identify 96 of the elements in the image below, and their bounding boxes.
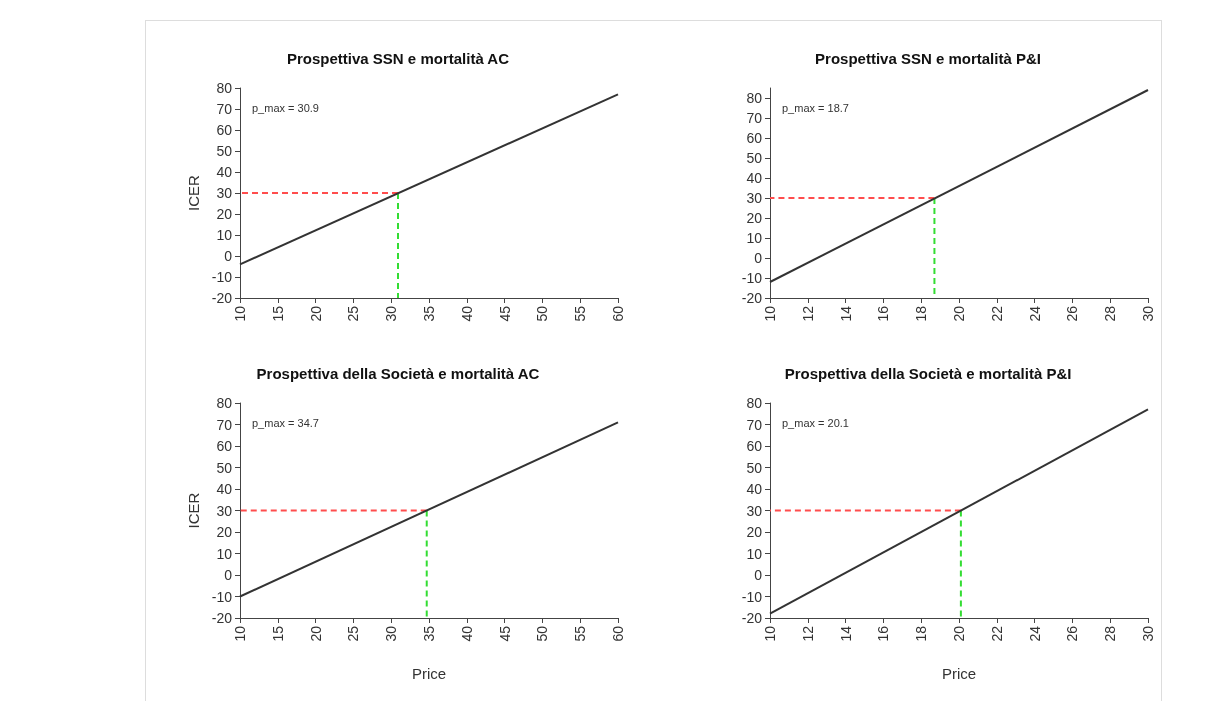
y-tick-label: 60 [216, 438, 233, 454]
y-tick-label: 30 [216, 185, 233, 201]
y-tick-label: 50 [746, 459, 763, 476]
y-tick-label: 40 [216, 164, 233, 180]
x-tick-label: 60 [610, 625, 626, 642]
x-tick-label: 20 [951, 625, 967, 642]
y-tick-label: 60 [746, 438, 763, 454]
y-tick-label: 40 [216, 481, 233, 497]
y-tick-label: 20 [746, 210, 763, 226]
y-tick-label: 30 [746, 502, 763, 519]
chart-title: Prospettiva SSN e mortalità P&I [815, 50, 1041, 67]
x-tick-label: 28 [1102, 625, 1119, 642]
y-tick-label: 50 [216, 143, 233, 159]
y-tick-label: 0 [754, 250, 763, 266]
x-tick-label: 22 [988, 625, 1005, 642]
y-tick-label: 10 [216, 227, 233, 243]
y-tick-label: -20 [211, 610, 233, 626]
x-tick-label: 12 [799, 305, 816, 322]
annotation: p_max = 18.7 [782, 101, 849, 114]
y-tick-label: 80 [216, 395, 233, 411]
annotation: p_max = 20.1 [782, 416, 849, 429]
x-tick-label: 50 [534, 305, 551, 322]
x-axis-title: Price [941, 665, 977, 682]
x-tick-label: 55 [572, 305, 589, 322]
y-axis-title: ICER [184, 174, 202, 211]
x-tick-label: 14 [837, 305, 854, 322]
x-tick-label: 30 [1140, 305, 1156, 322]
y-tick-label: -10 [211, 588, 233, 605]
x-axis-title: Price [411, 665, 447, 682]
x-tick-label: 30 [1140, 625, 1156, 642]
x-tick-label: 16 [875, 625, 892, 642]
y-tick-label: 80 [746, 395, 763, 411]
x-tick-label: 35 [421, 305, 437, 322]
x-tick-label: 55 [572, 625, 589, 642]
y-tick-label: -10 [741, 588, 763, 605]
x-tick-label: 14 [837, 625, 854, 642]
chart-title: Prospettiva della Società e mortalità AC [256, 365, 540, 382]
x-tick-label: 18 [913, 305, 930, 322]
y-tick-label: 80 [746, 90, 763, 106]
x-tick-label: 28 [1102, 305, 1119, 322]
y-tick-label: 50 [216, 459, 233, 476]
x-tick-label: 45 [496, 625, 513, 642]
x-tick-label: 20 [951, 305, 967, 322]
x-tick-label: 50 [534, 625, 551, 642]
y-tick-label: 40 [746, 481, 763, 497]
x-tick-label: 20 [307, 305, 324, 322]
x-tick-label: 15 [269, 625, 286, 642]
x-tick-label: 15 [269, 305, 286, 322]
x-tick-label: 22 [988, 305, 1005, 322]
chart-title: Prospettiva SSN e mortalità AC [286, 50, 510, 67]
y-tick-label: 50 [746, 150, 763, 166]
x-tick-label: 25 [345, 625, 362, 642]
y-tick-label: 70 [746, 110, 763, 126]
y-tick-label: -10 [741, 270, 763, 286]
annotation: p_max = 30.9 [252, 101, 319, 114]
x-tick-label: 40 [458, 625, 475, 642]
y-tick-label: 20 [746, 524, 763, 540]
y-tick-label: 0 [224, 248, 233, 264]
y-tick-label: 80 [216, 80, 233, 96]
x-tick-label: 30 [383, 305, 400, 322]
y-tick-label: 60 [216, 122, 233, 138]
x-tick-label: 25 [345, 305, 362, 322]
x-tick-label: 24 [1026, 305, 1043, 322]
y-tick-label: 70 [216, 101, 233, 117]
x-tick-label: 40 [458, 305, 475, 322]
y-tick-label: -10 [211, 269, 233, 285]
annotation: p_max = 34.7 [252, 416, 319, 429]
y-tick-label: 60 [746, 130, 763, 146]
x-tick-label: 18 [913, 625, 930, 642]
y-tick-label: 30 [216, 502, 233, 519]
y-tick-label: 20 [216, 524, 233, 540]
y-tick-label: -20 [211, 290, 233, 306]
x-tick-label: 24 [1026, 625, 1043, 642]
y-tick-label: 10 [216, 545, 233, 562]
y-tick-label: 70 [746, 416, 763, 433]
chart-title: Prospettiva della Società e mortalità P&I [784, 365, 1072, 382]
x-tick-label: 16 [875, 305, 892, 322]
x-tick-label: 30 [383, 625, 400, 642]
x-tick-label: 26 [1064, 305, 1081, 322]
x-tick-label: 12 [799, 625, 816, 642]
y-tick-label: 0 [754, 567, 763, 583]
y-tick-label: 40 [746, 170, 763, 186]
x-tick-label: 26 [1064, 625, 1081, 642]
x-tick-label: 35 [421, 625, 437, 642]
y-axis-title: ICER [184, 492, 202, 529]
x-tick-label: 20 [307, 625, 324, 642]
x-tick-label: 60 [610, 305, 626, 322]
y-tick-label: 0 [224, 567, 233, 583]
y-tick-label: 30 [746, 190, 763, 206]
y-tick-label: 10 [746, 230, 763, 246]
y-tick-label: 20 [216, 206, 233, 222]
x-tick-label: 45 [496, 305, 513, 322]
y-tick-label: 10 [746, 545, 763, 562]
y-tick-label: -20 [741, 610, 763, 626]
y-tick-label: -20 [741, 290, 763, 306]
y-tick-label: 70 [216, 416, 233, 433]
